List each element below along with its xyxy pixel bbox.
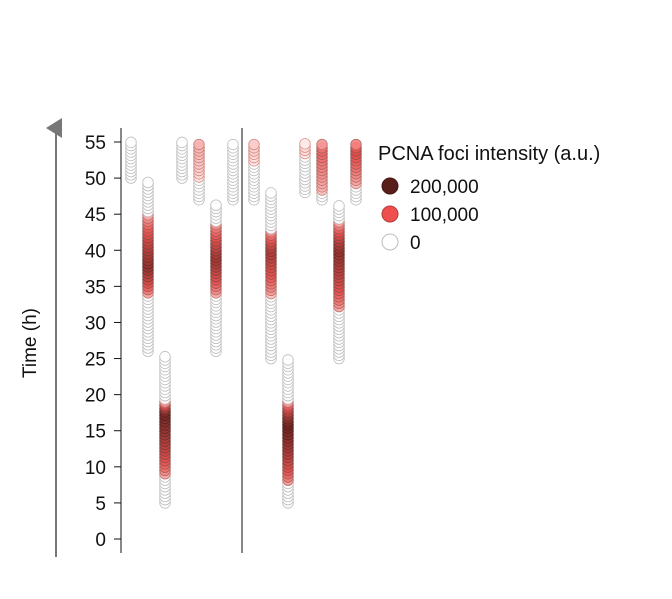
lineage-track — [299, 138, 311, 199]
lineage-track — [159, 351, 171, 509]
intensity-point — [125, 136, 137, 149]
intensity-point — [282, 354, 294, 366]
legend-label: 200,000 — [410, 177, 479, 198]
lineage-track — [193, 138, 205, 206]
intensity-point — [142, 176, 154, 189]
intensity-point — [193, 138, 205, 151]
legend-label: 0 — [410, 233, 421, 254]
y-axis-label: Time (h) — [20, 308, 41, 378]
intensity-point — [248, 138, 260, 151]
lineage-track — [176, 136, 188, 184]
lineage-track — [248, 138, 260, 206]
lineage-track — [227, 138, 239, 206]
intensity-point — [265, 187, 277, 199]
intensity-point — [350, 138, 362, 151]
intensity-point — [316, 138, 328, 151]
y-tick-label: 20 — [85, 386, 106, 407]
legend-marker — [381, 177, 399, 195]
lineage-track — [333, 200, 345, 365]
y-ticks: 0 5 10 15 20 25 30 35 40 45 50 55 — [85, 133, 121, 551]
y-tick-label: 40 — [85, 241, 106, 262]
y-tick-label: 55 — [85, 133, 106, 154]
intensity-point — [176, 136, 188, 149]
lineage-track — [316, 138, 328, 206]
legend-marker — [381, 233, 399, 251]
y-tick-label: 25 — [85, 350, 106, 371]
lineage-track — [265, 187, 277, 365]
intensity-point — [210, 199, 222, 211]
lineage-tracks — [125, 136, 362, 509]
y-tick-label: 45 — [85, 205, 106, 226]
y-tick-label: 0 — [95, 530, 106, 551]
y-tick-label: 30 — [85, 313, 106, 334]
lineage-track — [142, 176, 154, 358]
lineage-track — [125, 136, 137, 184]
y-tick-label: 5 — [95, 494, 106, 515]
intensity-point — [227, 138, 239, 151]
y-tick-label: 35 — [85, 277, 106, 298]
y-tick-label: 50 — [85, 169, 106, 190]
y-tick-label: 15 — [85, 422, 106, 443]
intensity-point — [299, 138, 311, 150]
intensity-point — [333, 200, 345, 212]
legend-title: PCNA foci intensity (a.u.) — [378, 143, 600, 165]
legend-marker — [381, 205, 399, 223]
legend-label: 100,000 — [410, 205, 479, 226]
intensity-point — [159, 351, 171, 363]
lineage-track — [350, 138, 362, 206]
y-tick-label: 10 — [85, 458, 106, 479]
lineage-track — [210, 199, 222, 358]
lineage-track — [282, 354, 294, 509]
legend: PCNA foci intensity (a.u.) 200,000 100,00… — [378, 143, 600, 254]
